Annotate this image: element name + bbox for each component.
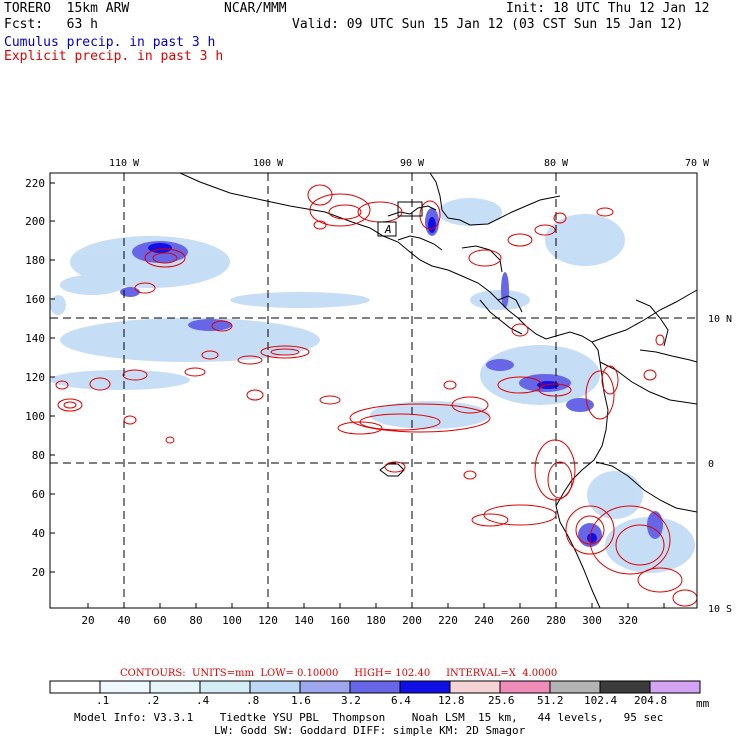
colorbar-swatch <box>149 680 201 694</box>
lon-label-90w: 90 W <box>400 158 425 169</box>
y-tick-label: 180 <box>25 254 45 267</box>
valid-time: Valid: 09 UTC Sun 15 Jan 12 (03 CST Sun … <box>292 17 684 32</box>
x-tick-label: 160 <box>330 614 350 627</box>
colorbar-unit: mm <box>696 697 710 710</box>
colorbar-swatch <box>449 680 501 694</box>
colorbar-label: 3.2 <box>341 694 361 707</box>
x-tick-label: 200 <box>402 614 422 627</box>
colorbar-swatch <box>99 680 151 694</box>
y-tick-label: 140 <box>25 332 45 345</box>
x-tick-label: 80 <box>189 614 202 627</box>
lon-label-80w: 80 W <box>544 158 569 169</box>
colorbar-swatch <box>599 680 651 694</box>
x-tick-label: 100 <box>222 614 242 627</box>
contours-info: CONTOURS: UNITS=mm LOW= 0.10000 HIGH= 10… <box>120 668 557 679</box>
colorbar-swatch <box>549 680 601 694</box>
colorbar-swatch <box>199 680 251 694</box>
model-title: TORERO 15km ARW <box>4 1 130 16</box>
colorbar-label: 6.4 <box>391 694 411 707</box>
y-tick-label: 60 <box>32 488 45 501</box>
y-tick-labels: 220 200 180 160 140 120 100 80 60 40 20 <box>25 177 45 579</box>
colorbar-label: 51.2 <box>537 694 564 707</box>
colorbar-swatch <box>649 680 701 694</box>
x-tick-label: 280 <box>546 614 566 627</box>
longitude-labels: 110 W 100 W 90 W 80 W 70 W <box>109 158 710 169</box>
map-frame <box>49 172 698 609</box>
lon-label-110w: 110 W <box>109 158 140 169</box>
lat-lon-grid <box>50 173 697 608</box>
station-box <box>377 221 397 237</box>
y-tick-label: 100 <box>25 410 45 423</box>
model-info: Model Info: V3.3.1 Tiedtke YSU PBL Thomp… <box>74 711 664 724</box>
y-tick-label: 120 <box>25 371 45 384</box>
colorbar-label: .4 <box>196 694 210 707</box>
coastlines <box>179 173 697 608</box>
y-tick-label: 200 <box>25 215 45 228</box>
forecast-hour: Fcst: 63 h <box>4 17 98 32</box>
colorbar-swatch <box>49 680 101 694</box>
x-tick-label: 60 <box>153 614 166 627</box>
lat-label-0: 0 <box>708 459 714 470</box>
physics-info: LW: Godd SW: Goddard DIFF: simple KM: 2D… <box>214 724 526 737</box>
y-tick-label: 40 <box>32 527 45 540</box>
colorbar-label: .2 <box>146 694 160 707</box>
x-tick-label: 40 <box>117 614 130 627</box>
lat-label-10s: 10 S <box>708 604 732 615</box>
colorbar-swatch <box>249 680 301 694</box>
colorbar-label: 204.8 <box>634 694 668 707</box>
y-tick-label: 20 <box>32 566 45 579</box>
colorbar <box>49 680 701 694</box>
y-tick-label: 220 <box>25 177 45 190</box>
lon-label-70w: 70 W <box>685 158 710 169</box>
x-tick-label: 220 <box>438 614 458 627</box>
cumulus-legend-label: Cumulus precip. in past 3 h <box>4 35 216 50</box>
lat-label-10n: 10 N <box>708 314 732 325</box>
colorbar-swatch <box>399 680 451 694</box>
x-tick-label: 300 <box>582 614 602 627</box>
axis-ticks <box>50 182 665 608</box>
colorbar-label: 25.6 <box>488 694 515 707</box>
station-label: A <box>384 223 392 236</box>
y-tick-label: 80 <box>32 449 45 462</box>
x-tick-label: 260 <box>510 614 530 627</box>
colorbar-label: .1 <box>96 694 110 707</box>
colorbar-label: 12.8 <box>438 694 465 707</box>
lon-label-100w: 100 W <box>253 158 284 169</box>
colorbar-label: 1.6 <box>291 694 311 707</box>
x-tick-label: 140 <box>294 614 314 627</box>
init-time: Init: 18 UTC Thu 12 Jan 12 <box>506 1 710 16</box>
y-tick-label: 160 <box>25 293 45 306</box>
colorbar-label: .8 <box>246 694 260 707</box>
colorbar-swatch <box>349 680 401 694</box>
cumulus-precip-layer <box>50 198 695 573</box>
x-tick-label: 180 <box>366 614 386 627</box>
org-name: NCAR/MMM <box>224 1 287 16</box>
colorbar-swatch <box>499 680 551 694</box>
x-tick-label: 120 <box>258 614 278 627</box>
explicit-precip-contours <box>55 184 697 607</box>
x-tick-labels: 20 40 60 80 100 120 140 160 180 200 220 … <box>81 614 638 627</box>
explicit-legend-label: Explicit precip. in past 3 h <box>4 49 224 64</box>
x-tick-label: 20 <box>81 614 94 627</box>
x-tick-label: 240 <box>474 614 494 627</box>
colorbar-label: 102.4 <box>584 694 618 707</box>
latitude-labels: 10 N 0 10 S <box>708 314 732 615</box>
colorbar-swatch <box>299 680 351 694</box>
x-tick-label: 320 <box>618 614 638 627</box>
